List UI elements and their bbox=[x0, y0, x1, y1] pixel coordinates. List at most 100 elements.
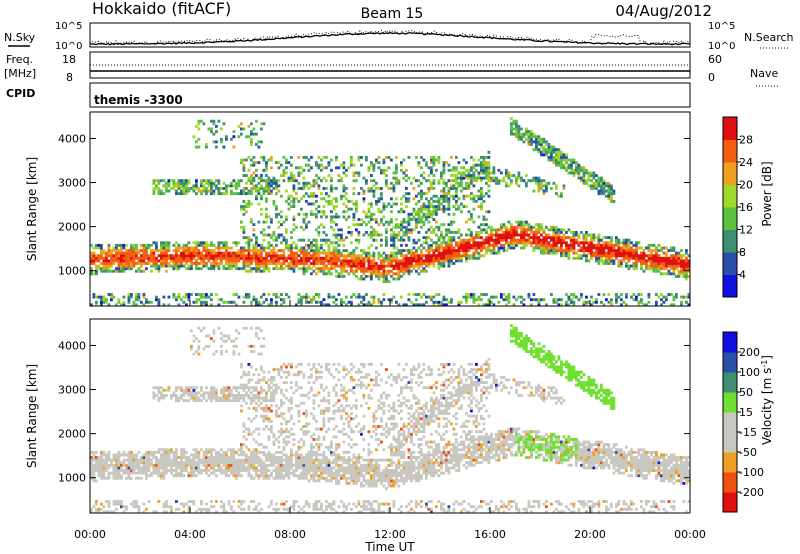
range-cell bbox=[185, 256, 188, 260]
range-cell bbox=[332, 215, 336, 219]
range-cell bbox=[420, 181, 423, 185]
range-cell bbox=[92, 469, 96, 472]
range-cell bbox=[212, 264, 216, 268]
range-cell bbox=[582, 236, 586, 240]
range-cell bbox=[285, 241, 288, 245]
range-cell bbox=[460, 174, 463, 177]
range-cell bbox=[210, 337, 213, 340]
range-cell bbox=[405, 187, 408, 190]
range-cell bbox=[345, 236, 348, 240]
range-cell bbox=[160, 466, 163, 470]
range-cell bbox=[340, 259, 343, 263]
range-cell bbox=[502, 293, 506, 296]
range-cell bbox=[252, 249, 256, 252]
range-cell bbox=[140, 300, 143, 304]
range-cell bbox=[430, 215, 433, 219]
range-cell bbox=[182, 466, 186, 470]
range-cell bbox=[200, 184, 203, 188]
range-cell bbox=[185, 187, 188, 190]
range-cell bbox=[437, 181, 441, 185]
range-cell bbox=[435, 212, 438, 216]
range-cell bbox=[290, 205, 293, 209]
range-cell bbox=[240, 205, 243, 209]
range-cell bbox=[602, 181, 606, 185]
range-cell bbox=[487, 150, 491, 154]
range-cell bbox=[172, 267, 176, 271]
range-cell bbox=[160, 243, 163, 247]
range-cell bbox=[372, 238, 376, 242]
range-cell bbox=[257, 192, 261, 196]
range-cell bbox=[202, 256, 206, 260]
range-cell bbox=[292, 246, 296, 250]
range-cell bbox=[152, 450, 156, 454]
range-cell bbox=[430, 249, 433, 252]
range-cell bbox=[147, 458, 151, 462]
range-cell bbox=[510, 132, 513, 136]
range-cell bbox=[270, 259, 273, 263]
range-cell bbox=[162, 394, 166, 397]
range-cell bbox=[162, 510, 166, 514]
range-cell bbox=[435, 300, 438, 304]
range-cell bbox=[227, 251, 231, 255]
range-cell bbox=[182, 388, 186, 392]
range-cell bbox=[185, 184, 188, 188]
range-cell bbox=[667, 264, 671, 268]
range-cell bbox=[90, 507, 93, 511]
range-cell bbox=[227, 396, 231, 400]
range-cell bbox=[252, 163, 256, 167]
range-cell bbox=[177, 181, 181, 185]
range-cell bbox=[627, 246, 631, 250]
range-cell bbox=[547, 236, 551, 240]
range-cell bbox=[372, 233, 376, 237]
range-cell bbox=[180, 264, 183, 268]
range-cell bbox=[442, 163, 446, 167]
range-cell bbox=[420, 295, 423, 299]
range-cell bbox=[567, 256, 571, 260]
range-cell bbox=[342, 269, 346, 273]
range-cell bbox=[92, 254, 96, 258]
range-cell bbox=[330, 176, 333, 180]
range-cell bbox=[432, 207, 436, 211]
range-cell bbox=[227, 448, 231, 452]
range-cell bbox=[445, 199, 448, 203]
range-cell bbox=[372, 272, 376, 276]
range-cell bbox=[202, 303, 206, 307]
range-cell bbox=[540, 246, 543, 250]
range-cell bbox=[400, 168, 403, 172]
range-cell bbox=[315, 215, 318, 219]
range-cell bbox=[485, 192, 488, 196]
range-cell bbox=[432, 256, 436, 260]
range-cell bbox=[350, 161, 353, 165]
range-cell bbox=[450, 300, 453, 304]
range-cell bbox=[355, 199, 358, 203]
range-cell bbox=[315, 259, 318, 263]
range-cell bbox=[232, 352, 236, 356]
range-cell bbox=[350, 233, 353, 237]
range-cell bbox=[250, 262, 253, 265]
range-cell bbox=[495, 179, 498, 183]
range-cell bbox=[622, 238, 626, 242]
range-cell bbox=[605, 194, 608, 198]
range-cell bbox=[557, 249, 561, 252]
range-cell bbox=[612, 251, 616, 255]
range-cell bbox=[157, 192, 161, 196]
range-cell bbox=[635, 256, 638, 260]
range-cell bbox=[632, 249, 636, 252]
range-cell bbox=[277, 184, 281, 188]
range-cell bbox=[220, 350, 223, 353]
range-cell bbox=[312, 259, 316, 263]
range-cell bbox=[290, 236, 293, 240]
range-cell bbox=[592, 187, 596, 190]
range-cell bbox=[272, 230, 276, 234]
range-cell bbox=[287, 176, 291, 180]
range-cell bbox=[147, 453, 151, 457]
range-cell bbox=[417, 215, 421, 219]
range-cell bbox=[182, 391, 186, 395]
range-cell bbox=[525, 230, 528, 234]
range-cell bbox=[627, 238, 631, 242]
range-cell bbox=[485, 230, 488, 234]
range-cell bbox=[587, 241, 591, 245]
range-cell bbox=[467, 243, 471, 247]
range-cell bbox=[315, 267, 318, 271]
range-cell bbox=[110, 463, 113, 467]
